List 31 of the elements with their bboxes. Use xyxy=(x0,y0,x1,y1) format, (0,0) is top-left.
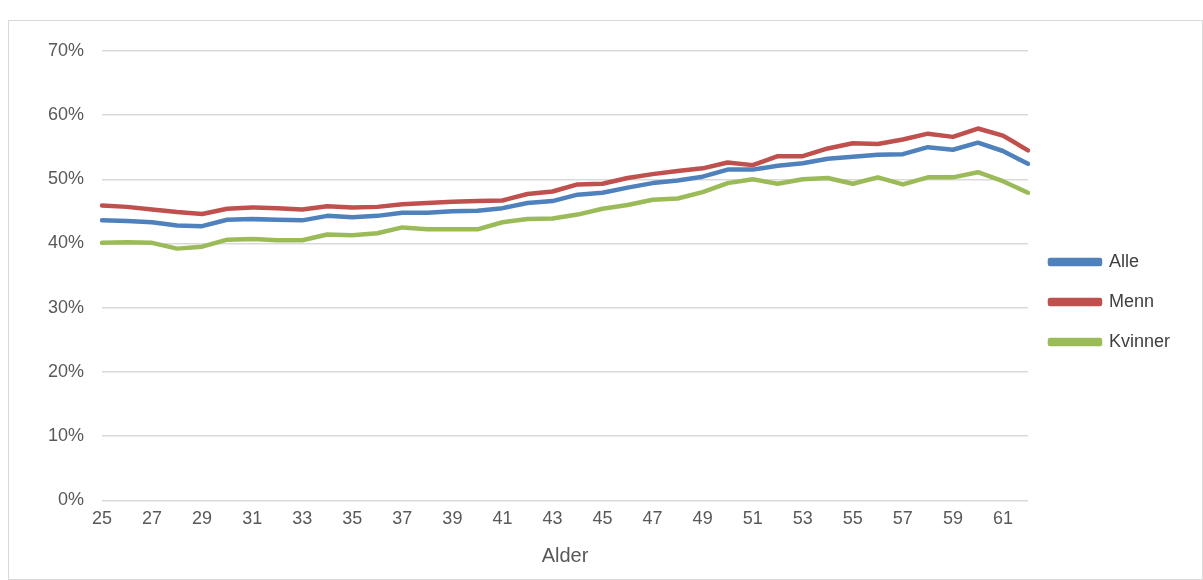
y-tick-label: 60% xyxy=(48,104,85,124)
x-tick-label: 29 xyxy=(192,508,213,529)
legend-label: Menn xyxy=(1108,290,1154,311)
x-tick-label: 61 xyxy=(992,508,1013,529)
x-tick-label: 41 xyxy=(492,508,513,529)
x-tick-label: 35 xyxy=(342,508,363,529)
x-tick-label: 49 xyxy=(692,508,713,529)
x-tick-label: 37 xyxy=(392,508,413,529)
y-tick-label: 50% xyxy=(48,168,85,189)
x-tick-label: 57 xyxy=(892,508,913,529)
y-tick-label: 40% xyxy=(48,232,85,253)
legend-label: Alle xyxy=(1108,250,1139,271)
x-axis-title: Alder xyxy=(541,543,589,566)
x-tick-label: 33 xyxy=(292,508,313,529)
x-tick-label: 55 xyxy=(842,508,863,529)
x-tick-label: 39 xyxy=(442,508,463,529)
x-tick-label: 45 xyxy=(592,508,613,529)
x-tick-label: 27 xyxy=(142,508,163,529)
legend-label: Kvinner xyxy=(1108,330,1171,351)
x-tick-label: 47 xyxy=(642,508,663,529)
y-tick-label: 10% xyxy=(48,425,85,446)
y-tick-label: 20% xyxy=(48,360,85,381)
y-tick-label: 30% xyxy=(48,296,85,317)
x-tick-label: 25 xyxy=(92,508,113,529)
x-tick-label: 31 xyxy=(242,508,263,529)
x-tick-label: 51 xyxy=(742,508,763,529)
y-tick-label: 70% xyxy=(48,39,85,60)
x-tick-label: 43 xyxy=(542,508,563,529)
y-tick-label: 0% xyxy=(58,489,85,510)
x-tick-label: 59 xyxy=(942,508,963,529)
x-tick-label: 53 xyxy=(792,508,813,529)
